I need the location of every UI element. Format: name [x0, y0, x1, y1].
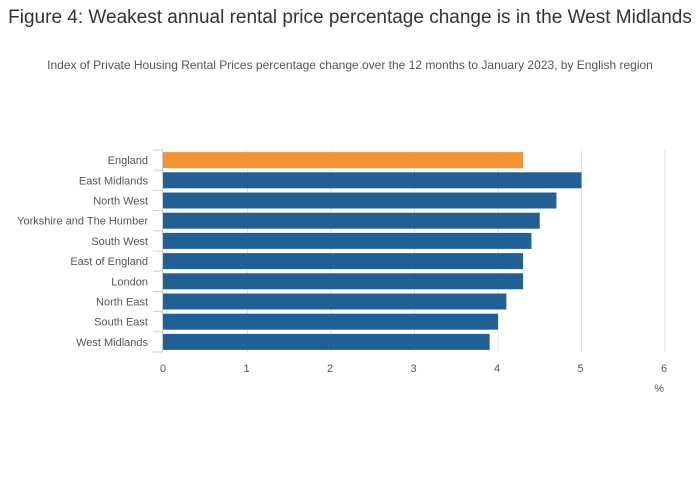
y-tick-label: East of England — [70, 256, 148, 268]
bar-south-east — [163, 313, 498, 330]
y-tick-label: East Midlands — [79, 175, 149, 187]
x-tick-label: 1 — [243, 363, 249, 375]
bar-london — [163, 273, 524, 290]
chart-title: Figure 4: Weakest annual rental price pe… — [8, 7, 692, 28]
y-tick-label: South West — [91, 236, 148, 248]
y-tick-label: England — [108, 155, 148, 167]
x-tick-label: 4 — [494, 363, 500, 375]
bar-west-midlands — [163, 333, 490, 350]
bar-north-west — [163, 192, 557, 209]
y-tick-label: North East — [96, 297, 148, 309]
x-tick-label: 6 — [661, 363, 667, 375]
bar-north-east — [163, 293, 507, 310]
y-tick-label: West Midlands — [76, 337, 148, 349]
bar-england — [163, 152, 524, 169]
x-axis-label: % — [654, 383, 664, 395]
y-tick-label: Yorkshire and The Humber — [17, 216, 148, 228]
chart-subtitle: Index of Private Housing Rental Prices p… — [47, 58, 653, 72]
y-tick-label: London — [111, 276, 148, 288]
x-tick-label: 0 — [160, 363, 166, 375]
y-tick-label: North West — [93, 196, 148, 208]
y-tick-label: South East — [94, 317, 148, 329]
bar-yorkshire-and-the-humber — [163, 212, 540, 229]
bar-south-west — [163, 232, 532, 249]
x-tick-label: 5 — [577, 363, 583, 375]
x-tick-label: 3 — [410, 363, 416, 375]
bar-east-of-england — [163, 253, 524, 270]
bar-east-midlands — [163, 172, 582, 189]
x-tick-label: 2 — [327, 363, 333, 375]
